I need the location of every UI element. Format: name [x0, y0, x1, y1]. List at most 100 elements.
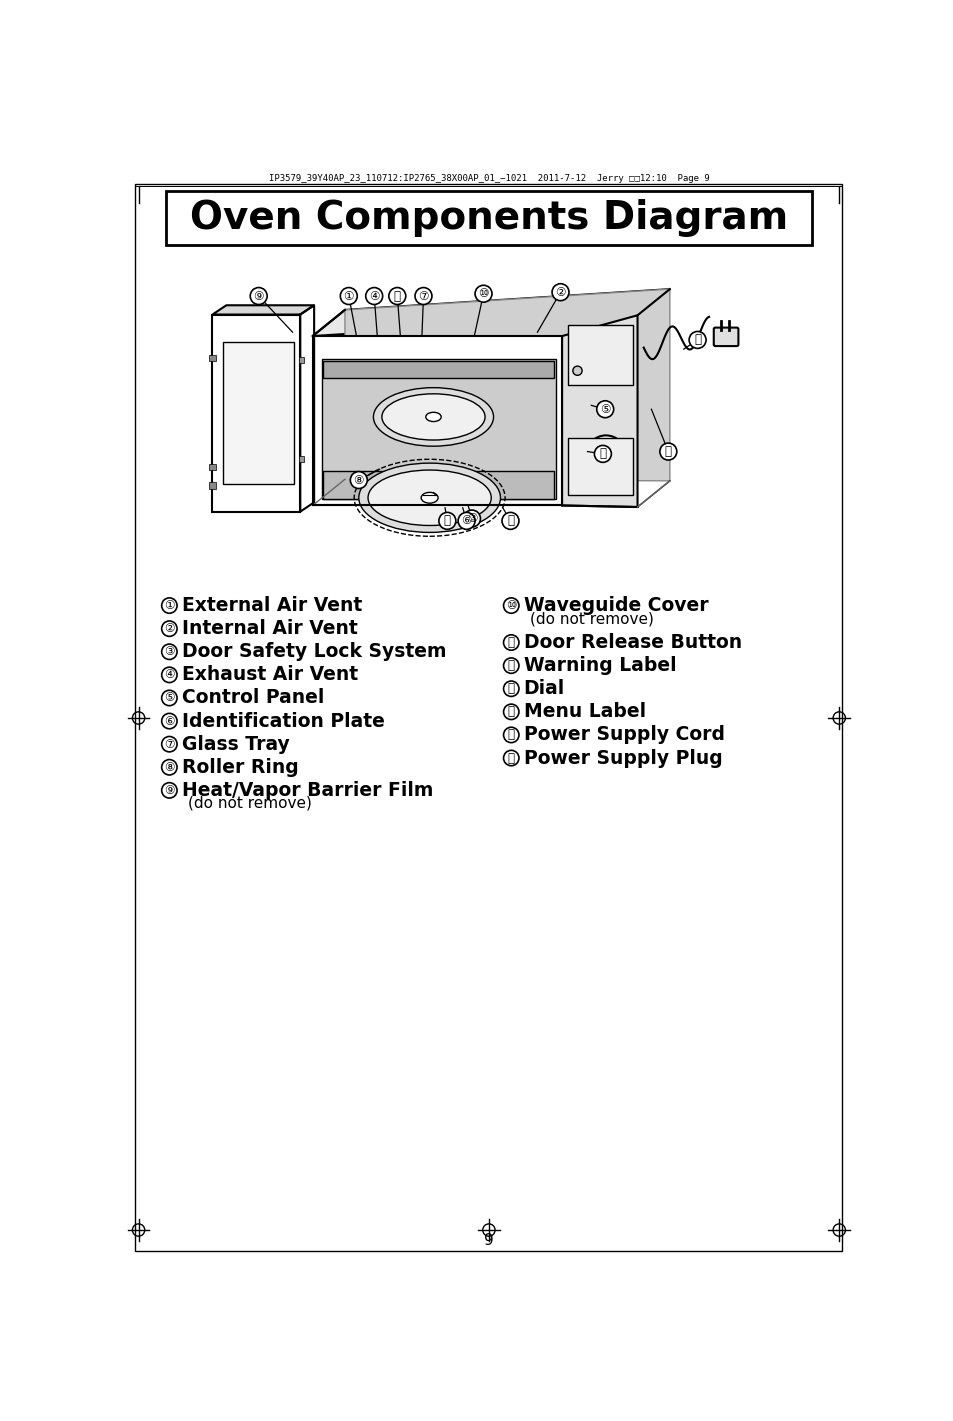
Text: ③: ③ [466, 512, 476, 526]
Text: Identification Plate: Identification Plate [181, 712, 384, 730]
Text: ③: ③ [164, 645, 174, 658]
Circle shape [503, 705, 518, 719]
Text: ⑯: ⑯ [507, 752, 515, 764]
Text: ⑦: ⑦ [417, 290, 428, 303]
Circle shape [161, 644, 177, 659]
Text: Power Supply Cord: Power Supply Cord [523, 726, 724, 745]
Circle shape [503, 728, 518, 743]
Ellipse shape [368, 470, 491, 526]
Circle shape [594, 445, 611, 462]
Text: Waveguide Cover: Waveguide Cover [523, 595, 707, 615]
Text: ②: ② [164, 622, 174, 635]
Circle shape [161, 713, 177, 729]
Text: ④: ④ [164, 668, 174, 682]
Circle shape [503, 681, 518, 696]
Text: ⑤: ⑤ [599, 402, 610, 416]
Polygon shape [323, 361, 554, 378]
Circle shape [585, 435, 625, 476]
Text: Internal Air Vent: Internal Air Vent [181, 620, 357, 638]
Polygon shape [213, 306, 314, 314]
Text: ⑬: ⑬ [598, 448, 606, 460]
Text: ⑫: ⑫ [507, 659, 515, 672]
Polygon shape [568, 438, 632, 496]
Text: ⑥: ⑥ [164, 715, 174, 728]
Ellipse shape [358, 463, 500, 533]
Circle shape [161, 691, 177, 706]
Text: Warning Label: Warning Label [523, 657, 676, 675]
Circle shape [503, 635, 518, 651]
Circle shape [597, 446, 615, 465]
Text: ⑪: ⑪ [506, 514, 514, 527]
Text: Oven Components Diagram: Oven Components Diagram [190, 199, 787, 237]
Text: ⑧: ⑧ [164, 760, 174, 774]
Text: Roller Ring: Roller Ring [181, 757, 298, 777]
Circle shape [501, 513, 518, 530]
Polygon shape [561, 315, 637, 507]
Circle shape [463, 510, 480, 527]
Polygon shape [223, 342, 294, 485]
FancyBboxPatch shape [713, 328, 738, 347]
Text: IP3579_39Y40AP_23_110712:IP2765_38X00AP_01_−1021  2011-7-12  Jerry □□12:10  Page: IP3579_39Y40AP_23_110712:IP2765_38X00AP_… [268, 173, 709, 183]
Text: Exhaust Air Vent: Exhaust Air Vent [181, 665, 357, 685]
Ellipse shape [373, 388, 493, 446]
Text: ④: ④ [369, 290, 379, 303]
Text: ⑩: ⑩ [477, 287, 488, 300]
Circle shape [503, 598, 518, 614]
Polygon shape [345, 288, 669, 480]
Text: ⑥: ⑥ [461, 514, 472, 527]
Text: ⑮: ⑮ [664, 445, 671, 458]
Text: (do not remove): (do not remove) [188, 796, 312, 811]
Text: ⑩: ⑩ [505, 600, 516, 612]
Circle shape [475, 286, 492, 303]
FancyBboxPatch shape [166, 192, 811, 246]
Polygon shape [313, 288, 669, 337]
Text: ⑨: ⑨ [253, 290, 264, 303]
Bar [210, 355, 215, 361]
Text: Menu Label: Menu Label [523, 702, 645, 722]
Bar [210, 482, 215, 489]
Circle shape [365, 287, 382, 304]
Polygon shape [321, 360, 556, 499]
Circle shape [659, 443, 676, 460]
Text: Glass Tray: Glass Tray [181, 735, 289, 753]
Text: ①: ① [164, 600, 174, 612]
Circle shape [503, 750, 518, 766]
Circle shape [415, 287, 432, 304]
Polygon shape [568, 324, 632, 385]
Circle shape [161, 736, 177, 752]
Text: ⑮: ⑮ [507, 729, 515, 742]
Text: Control Panel: Control Panel [181, 688, 324, 708]
Circle shape [161, 760, 177, 774]
Circle shape [596, 401, 613, 418]
Text: ②: ② [555, 286, 565, 298]
Polygon shape [213, 314, 300, 512]
Text: ⑤: ⑤ [164, 692, 174, 705]
Text: ⑭: ⑭ [507, 705, 515, 719]
Text: ⑨: ⑨ [164, 784, 174, 797]
Circle shape [438, 513, 456, 530]
Polygon shape [323, 470, 554, 499]
Text: (do not remove): (do not remove) [529, 611, 653, 627]
Circle shape [389, 287, 405, 304]
Circle shape [340, 287, 356, 304]
Bar [210, 463, 215, 470]
Text: ⑪: ⑪ [507, 637, 515, 649]
Text: Door Release Button: Door Release Button [523, 632, 740, 652]
Circle shape [161, 783, 177, 799]
Text: 9: 9 [483, 1233, 494, 1248]
Text: ⑭: ⑭ [443, 514, 451, 527]
Ellipse shape [420, 493, 437, 503]
Circle shape [552, 284, 568, 301]
Circle shape [350, 472, 367, 489]
Ellipse shape [381, 394, 484, 441]
Circle shape [161, 598, 177, 614]
Text: ①: ① [343, 290, 354, 303]
Bar [298, 357, 304, 362]
Text: Door Safety Lock System: Door Safety Lock System [181, 642, 446, 661]
Polygon shape [313, 337, 561, 506]
Circle shape [250, 287, 267, 304]
Text: Dial: Dial [523, 679, 564, 698]
Bar [298, 456, 304, 462]
Text: External Air Vent: External Air Vent [181, 595, 361, 615]
Circle shape [572, 367, 581, 375]
